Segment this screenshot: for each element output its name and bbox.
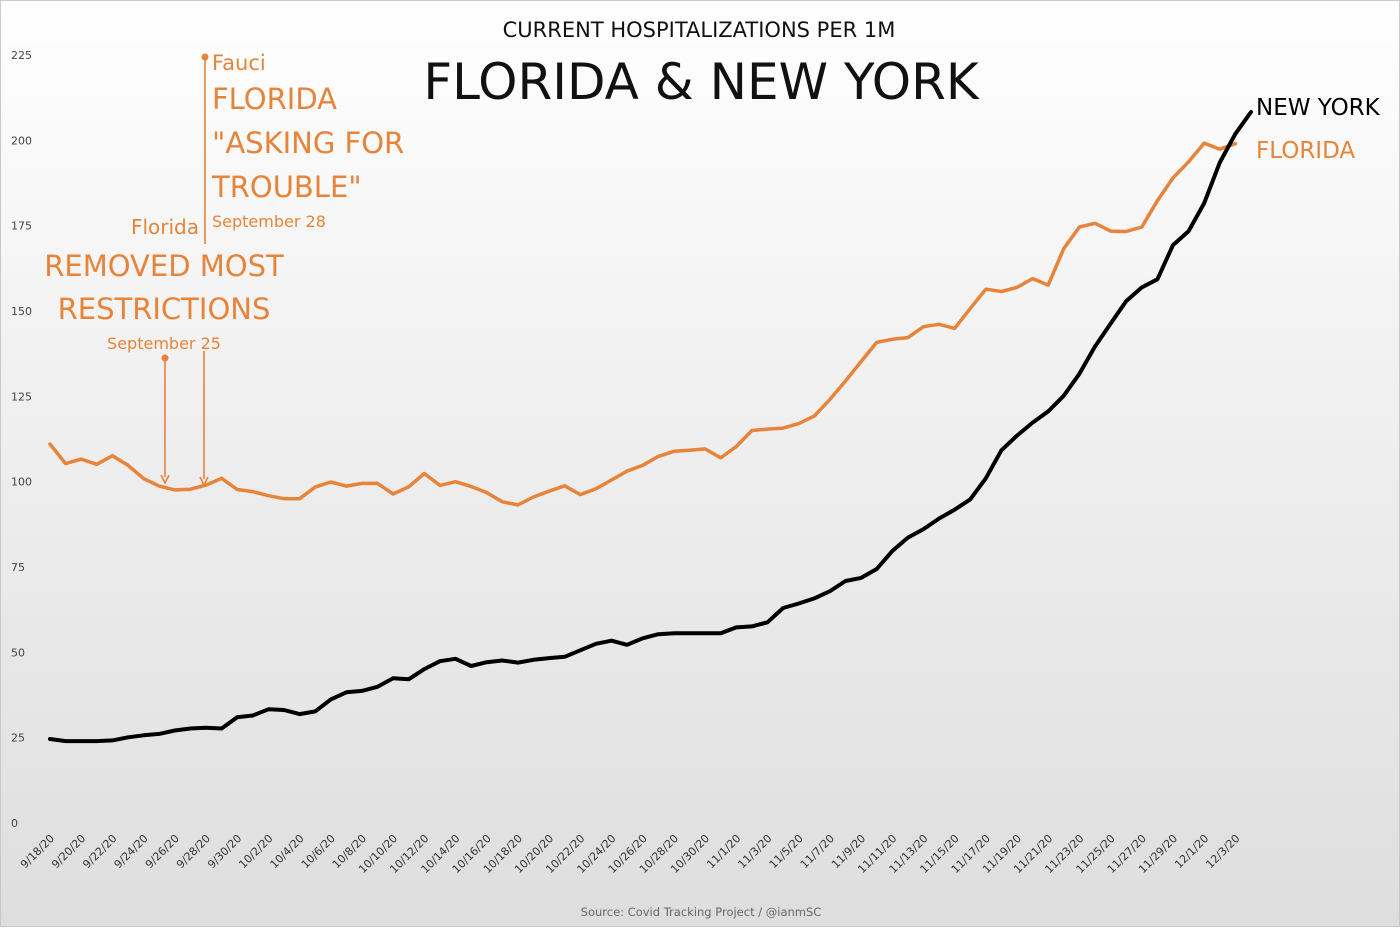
y-tick-label: 75	[11, 561, 25, 574]
y-tick-label: 200	[11, 134, 32, 147]
source-caption: Source: Covid Tracking Project / @ianmSC	[581, 905, 822, 919]
chart-subtitle: CURRENT HOSPITALIZATIONS PER 1M	[503, 18, 896, 42]
annotation-fauci-line-4: TROUBLE"	[211, 170, 362, 204]
y-tick-label: 100	[11, 476, 32, 489]
annotation-restrictions-line-1: Florida	[131, 215, 199, 239]
series-label-florida: FLORIDA	[1256, 138, 1355, 164]
y-tick-label: 225	[11, 49, 32, 62]
annotation-fauci-line-5: September 28	[212, 212, 326, 231]
x-axis: 9/18/209/20/209/22/209/24/209/26/209/28/…	[18, 832, 1243, 876]
annotation-fauci-arrow-head	[199, 476, 209, 487]
y-tick-label: 175	[11, 220, 32, 233]
annotation-fauci-line-1: Fauci	[212, 51, 266, 75]
x-tick-label: 12/3/20	[1203, 832, 1242, 871]
annotation-restrictions-line-2: REMOVED MOST	[44, 249, 284, 283]
chart-title: FLORIDA & NEW YORK	[423, 53, 980, 111]
y-axis: 0 25 50 75 100 125 150 175 200 225	[11, 49, 32, 830]
annotation-restrictions-line-4: September 25	[107, 334, 221, 353]
series-label-new-york: NEW YORK	[1256, 95, 1381, 121]
annotation-restrictions-line-3: RESTRICTIONS	[58, 292, 271, 326]
annotation-fauci-line-3: "ASKING FOR	[212, 126, 404, 160]
series-layer	[48, 110, 1253, 744]
y-tick-label: 125	[11, 390, 32, 403]
y-tick-label: 25	[11, 732, 25, 745]
annotation-restrictions-arrow-dot	[161, 354, 169, 362]
annotation-fauci-line-2: FLORIDA	[212, 82, 337, 116]
annotation-layer: Fauci FLORIDA "ASKING FOR TROUBLE" Septe…	[44, 51, 404, 487]
series-line-new-york	[48, 110, 1253, 744]
annotation-restrictions-arrow-head	[160, 474, 170, 485]
y-tick-label: 150	[11, 305, 32, 318]
y-tick-label: 50	[11, 646, 25, 659]
series-line-florida	[48, 141, 1238, 507]
y-tick-label: 0	[11, 817, 18, 830]
